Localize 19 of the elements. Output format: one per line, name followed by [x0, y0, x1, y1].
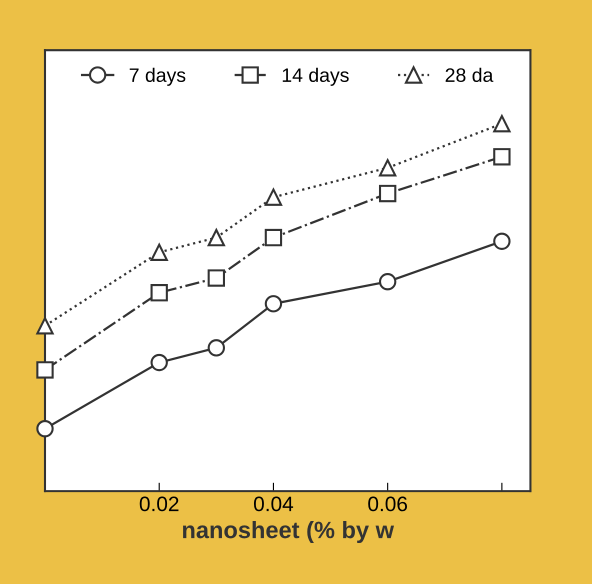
legend-label: 7 days [130, 68, 186, 86]
point [150, 354, 168, 372]
point [264, 228, 282, 246]
point [36, 317, 54, 334]
point [208, 269, 226, 287]
legend-label: 14 days [282, 68, 349, 86]
point [208, 339, 226, 357]
point [264, 295, 282, 312]
point [150, 284, 168, 302]
point [36, 361, 54, 379]
point [493, 148, 511, 166]
point [378, 184, 396, 202]
x-tick-label: 0.06 [368, 496, 408, 512]
point [36, 420, 54, 438]
x-axis-title: nanosheet (% by w [183, 520, 394, 543]
x-tick-label: 0.02 [140, 496, 178, 512]
legend-label: 28 da [446, 68, 494, 82]
point [378, 273, 396, 290]
x-tick-label: 0.04 [254, 496, 294, 512]
